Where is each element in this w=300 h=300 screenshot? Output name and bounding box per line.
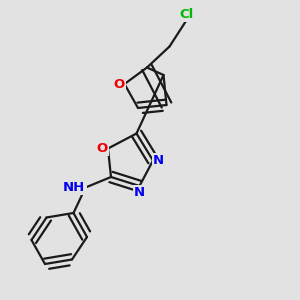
Text: N: N (153, 154, 164, 167)
Text: Cl: Cl (179, 8, 193, 21)
Text: NH: NH (63, 181, 86, 194)
Text: N: N (134, 186, 145, 199)
Text: O: O (97, 142, 108, 155)
Text: O: O (113, 77, 124, 91)
